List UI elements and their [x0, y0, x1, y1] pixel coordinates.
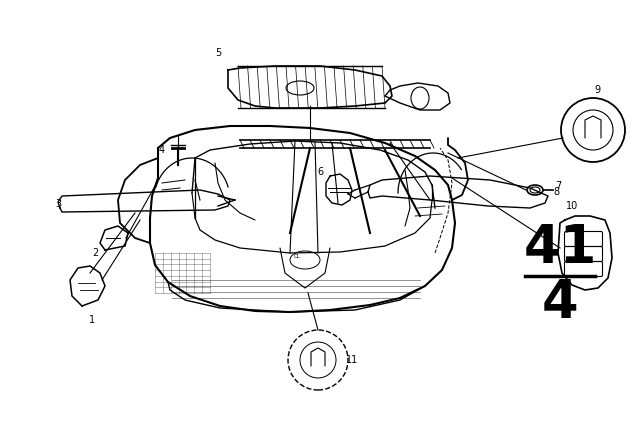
Text: 1: 1 [89, 315, 95, 325]
Text: CL: CL [294, 254, 300, 259]
Text: 4: 4 [541, 277, 579, 329]
Text: 6: 6 [317, 167, 323, 177]
Text: 8: 8 [553, 187, 559, 197]
Text: 5: 5 [215, 48, 221, 58]
Text: 3: 3 [55, 199, 61, 209]
Text: 10: 10 [566, 201, 578, 211]
Text: 4: 4 [159, 145, 165, 155]
Text: 2: 2 [92, 248, 98, 258]
Text: 7: 7 [555, 181, 561, 191]
Text: 11: 11 [346, 355, 358, 365]
Text: 9: 9 [594, 85, 600, 95]
Text: 41: 41 [524, 222, 596, 274]
